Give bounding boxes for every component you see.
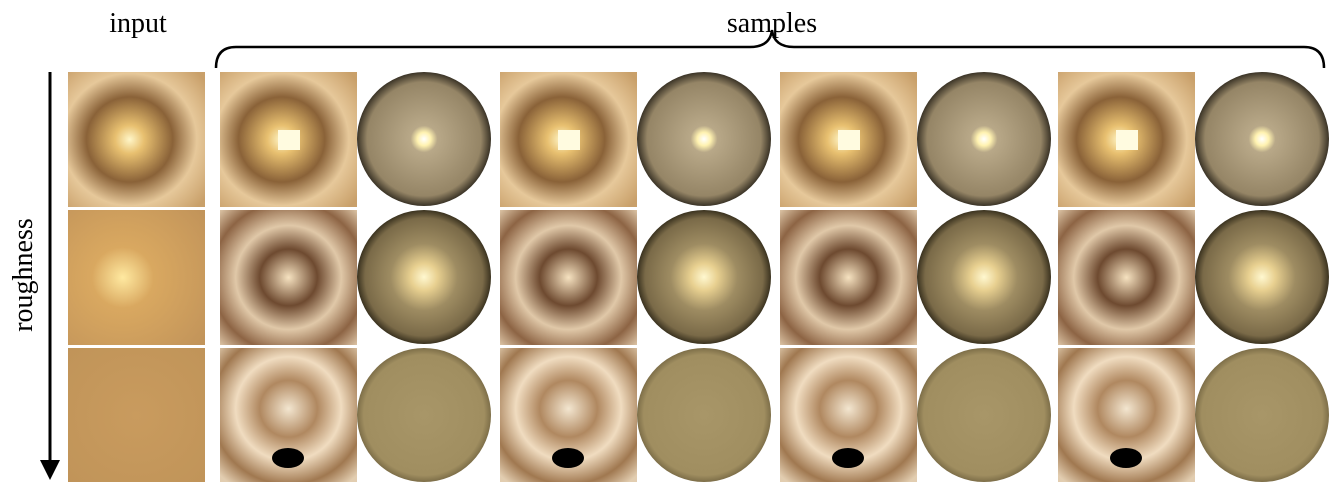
dark-spot [832, 448, 864, 468]
sample-sphere [917, 348, 1051, 482]
sample-sphere [1195, 72, 1329, 206]
sample-sphere [637, 72, 771, 206]
sample-sphere [637, 348, 771, 482]
sample-sphere [637, 210, 771, 344]
sample-sphere [917, 72, 1051, 206]
window-highlight [838, 130, 860, 150]
input-image [68, 210, 205, 345]
input-image [68, 348, 205, 482]
sample-sphere [357, 72, 491, 206]
dark-spot [272, 448, 304, 468]
window-highlight [558, 130, 580, 150]
input-image [68, 72, 205, 207]
dark-spot [552, 448, 584, 468]
sample-sphere [1195, 348, 1329, 482]
sample-env-map [220, 210, 357, 345]
input-label: input [109, 8, 167, 39]
sample-sphere [1195, 210, 1329, 344]
sample-env-map [780, 210, 917, 345]
arrow-head [40, 460, 60, 480]
sample-env-map [500, 210, 637, 345]
sample-env-map [1058, 210, 1195, 345]
samples-brace [216, 30, 1324, 68]
sample-sphere [917, 210, 1051, 344]
sample-sphere [357, 348, 491, 482]
axis-label: roughness [8, 218, 39, 332]
window-highlight [278, 130, 300, 150]
window-highlight [1116, 130, 1138, 150]
image-grid [68, 72, 1329, 482]
dark-spot [1110, 448, 1142, 468]
sample-sphere [357, 210, 491, 344]
figure: input samples roughness [0, 0, 1330, 482]
